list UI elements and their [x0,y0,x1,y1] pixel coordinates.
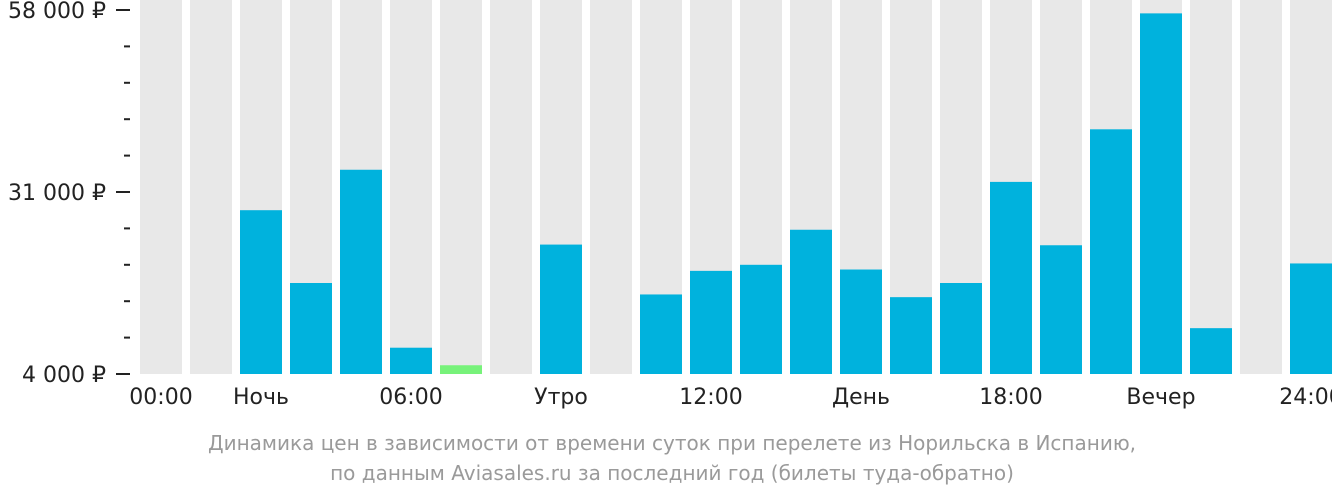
hour-column-bg [190,0,232,374]
price-bar[interactable] [940,283,982,374]
price-bar[interactable] [1090,129,1132,374]
x-axis-label: Вечер [1126,385,1195,410]
x-axis-label: 00:00 [129,385,192,410]
price-bar[interactable] [1190,328,1232,374]
x-axis-label: 12:00 [679,385,742,410]
hour-column-bg [1190,0,1232,374]
chart-caption-line-1: Динамика цен в зависимости от времени су… [207,431,1137,455]
hour-column-bg [590,0,632,374]
x-axis-label: Утро [534,385,588,410]
x-axis-label: 06:00 [379,385,442,410]
price-bar[interactable] [1290,263,1332,374]
chart-caption-line-2: по данным Aviasales.ru за последний год … [330,461,1014,485]
price-bar[interactable] [540,244,582,374]
x-axis-label: 18:00 [979,385,1042,410]
y-tick-label: 58 000 ₽ [8,0,106,24]
y-axis: 4 000 ₽ 31 000 ₽ 58 000 ₽ [8,0,130,388]
price-bar[interactable] [840,269,882,374]
y-tick-label: 4 000 ₽ [22,363,106,388]
price-bar[interactable] [390,347,432,374]
x-axis-label: 24:00 [1279,385,1332,410]
price-bar[interactable] [240,210,282,374]
y-tick-label: 31 000 ₽ [8,181,106,206]
price-bar[interactable] [990,181,1032,374]
x-axis-label: День [832,385,890,410]
price-bar[interactable] [890,297,932,374]
hour-column-bg [390,0,432,374]
hour-column-bg [440,0,482,374]
hour-column-bg [490,0,532,374]
x-axis-label: Ночь [233,385,289,410]
price-bar[interactable] [790,229,832,374]
price-bar[interactable] [340,169,382,374]
price-bar[interactable] [1040,245,1082,374]
price-bar[interactable] [640,294,682,374]
price-bar[interactable] [690,270,732,374]
price-bar[interactable] [740,264,782,374]
price-bars [240,13,1332,375]
hour-column-bg [1240,0,1282,374]
cheapest-price-bar[interactable] [440,365,482,374]
x-axis: 00:00 Ночь 06:00 Утро 12:00 День 18:00 Вечер 24:… [129,385,1332,410]
price-bar[interactable] [1140,13,1182,375]
price-bar[interactable] [290,283,332,374]
hour-column-bg [140,0,182,374]
